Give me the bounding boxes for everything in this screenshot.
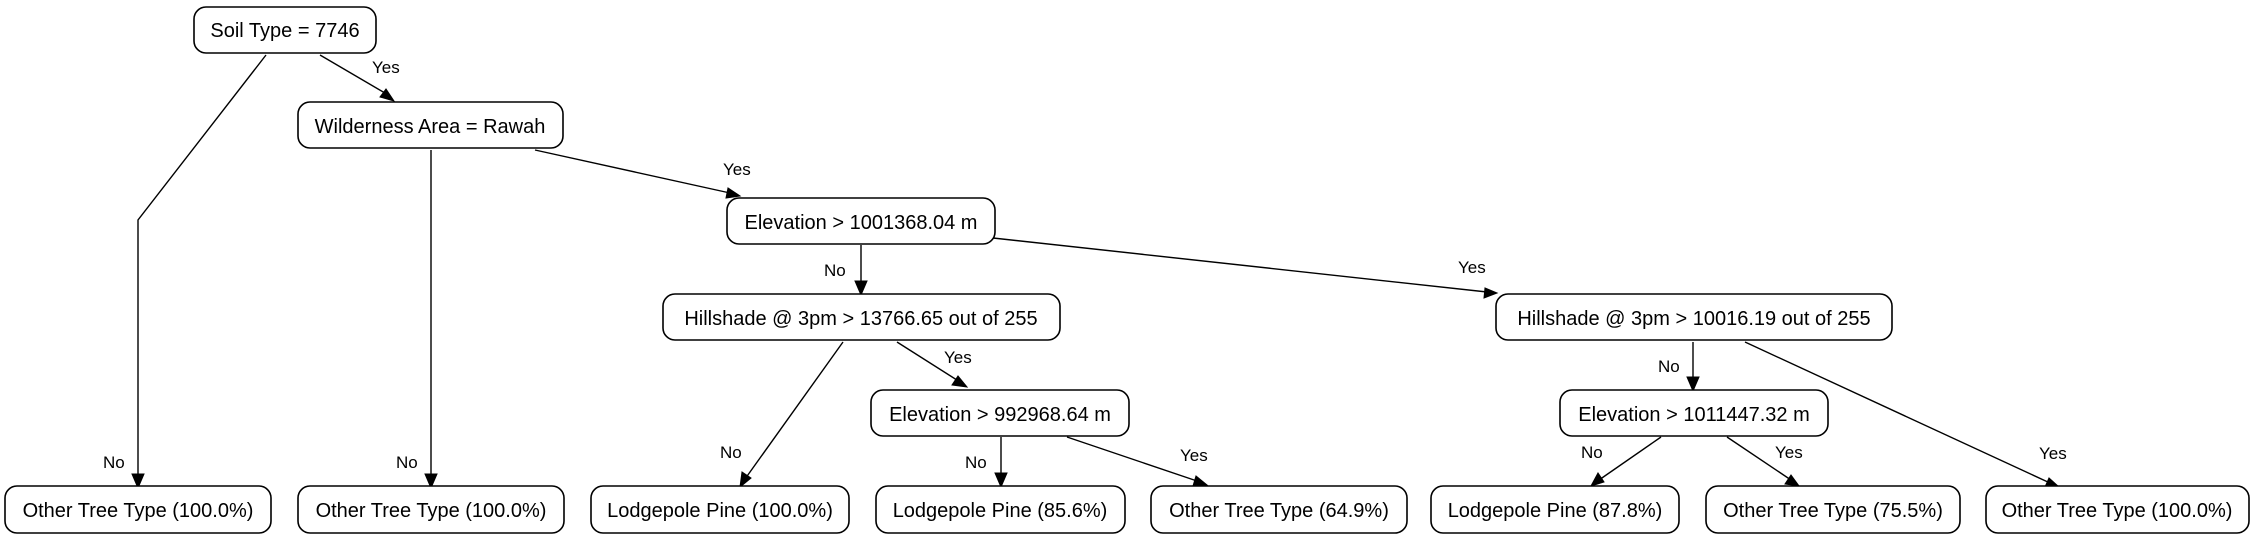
- leaf-label: Other Tree Type (75.5%): [1723, 500, 1943, 522]
- edge-elev1-hill2: Yes: [992, 237, 1499, 299]
- leaf-label: Other Tree Type (100.0%): [23, 500, 254, 522]
- edge-root-leaf1: No: [103, 54, 267, 490]
- decision-node-soil-type: Soil Type = 7746: [193, 6, 377, 54]
- leaf-node-7: Other Tree Type (75.5%): [1705, 485, 1961, 534]
- edge-label-yes: Yes: [372, 58, 400, 77]
- edge-elev2-leaf5: Yes: [1066, 436, 1209, 487]
- node-label: Elevation > 992968.64 m: [889, 404, 1111, 426]
- leaf-node-4: Lodgepole Pine (85.6%): [875, 485, 1126, 534]
- edge-root-wilderness: Yes: [319, 54, 400, 102]
- edge-elev3-leaf6: No: [1581, 436, 1662, 487]
- leaf-node-6: Lodgepole Pine (87.8%): [1430, 485, 1680, 534]
- edge-hill1-elev2: Yes: [896, 341, 972, 388]
- edge-elev3-leaf7: Yes: [1726, 436, 1803, 487]
- edge-wilderness-elev1: Yes: [534, 149, 751, 199]
- leaf-node-8: Other Tree Type (100.0%): [1985, 485, 2250, 534]
- node-label: Elevation > 1011447.32 m: [1578, 404, 1809, 426]
- leaf-label: Other Tree Type (64.9%): [1169, 500, 1389, 522]
- leaf-node-5: Other Tree Type (64.9%): [1150, 485, 1408, 534]
- edge-label-yes: Yes: [1458, 258, 1486, 277]
- leaf-label: Lodgepole Pine (100.0%): [607, 500, 833, 522]
- decision-node-elevation-3: Elevation > 1011447.32 m: [1559, 389, 1829, 437]
- edge-label-no: No: [1581, 443, 1603, 462]
- node-label: Elevation > 1001368.04 m: [745, 212, 978, 234]
- decision-node-hillshade-1: Hillshade @ 3pm > 13766.65 out of 255: [662, 293, 1061, 341]
- edge-label-no: No: [965, 453, 987, 472]
- edge-elev2-leaf4: No: [965, 437, 1008, 489]
- node-label: Wilderness Area = Rawah: [315, 116, 546, 138]
- edge-label-no: No: [720, 443, 742, 462]
- decision-node-elevation-1: Elevation > 1001368.04 m: [726, 197, 996, 245]
- decision-node-wilderness-area: Wilderness Area = Rawah: [297, 101, 564, 149]
- decision-node-hillshade-2: Hillshade @ 3pm > 10016.19 out of 255: [1495, 293, 1893, 341]
- edge-wilderness-leaf2: No: [396, 150, 438, 490]
- edge-label-yes: Yes: [723, 160, 751, 179]
- leaf-node-2: Other Tree Type (100.0%): [297, 485, 565, 534]
- edge-label-yes: Yes: [1180, 446, 1208, 465]
- leaf-label: Other Tree Type (100.0%): [2002, 500, 2233, 522]
- edge-label-yes: Yes: [1775, 443, 1803, 462]
- leaf-label: Lodgepole Pine (85.6%): [893, 500, 1108, 522]
- edge-elev1-hill1: No: [824, 245, 868, 297]
- decision-node-elevation-2: Elevation > 992968.64 m: [870, 389, 1130, 437]
- leaf-label: Other Tree Type (100.0%): [316, 500, 547, 522]
- node-label: Hillshade @ 3pm > 10016.19 out of 255: [1517, 308, 1870, 330]
- edge-label-no: No: [396, 453, 418, 472]
- edge-label-no: No: [1658, 357, 1680, 376]
- node-label: Hillshade @ 3pm > 13766.65 out of 255: [684, 308, 1037, 330]
- leaf-node-1: Other Tree Type (100.0%): [4, 485, 272, 534]
- node-label: Soil Type = 7746: [210, 20, 359, 42]
- edge-label-no: No: [103, 453, 125, 472]
- edge-hill2-elev3: No: [1658, 342, 1700, 393]
- edge-label-yes: Yes: [2039, 444, 2067, 463]
- edge-hill2-leaf8: Yes: [1744, 341, 2067, 488]
- edge-label-no: No: [824, 261, 846, 280]
- edge-label-yes: Yes: [944, 348, 972, 367]
- leaf-node-3: Lodgepole Pine (100.0%): [590, 485, 850, 534]
- leaf-label: Lodgepole Pine (87.8%): [1448, 500, 1663, 522]
- edge-hill1-leaf3: No: [720, 341, 844, 489]
